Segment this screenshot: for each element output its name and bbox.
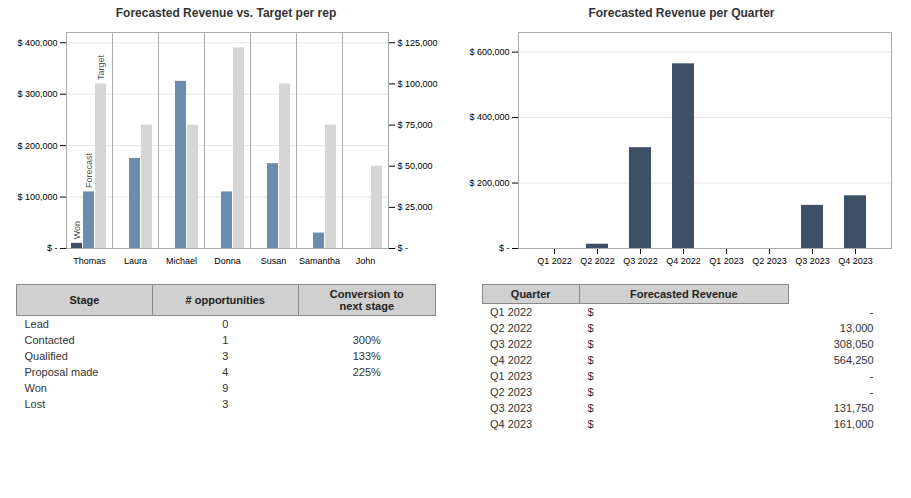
html-text:Quarter: Quarter (510, 288, 551, 300)
html-text:Qualified: Qualified (24, 350, 68, 362)
svg-text:Q1 2022: Q1 2022 (537, 256, 572, 266)
svg-text:$ 400,000: $ 400,000 (17, 38, 57, 48)
svg-text:$ -: $ - (398, 243, 409, 253)
svg-text:$ -: $ - (47, 243, 58, 253)
html-text:161,000: 161,000 (833, 418, 874, 430)
svg-text:Q3 2022: Q3 2022 (623, 256, 658, 266)
svg-text:Samantha: Samantha (299, 256, 340, 266)
html-text:0: 0 (222, 318, 229, 330)
html-text:300%: 300% (352, 334, 381, 346)
html-text:Forecasted Revenue vs. Target: Forecasted Revenue vs. Target per rep (115, 6, 337, 20)
html-text:Q4 2022: Q4 2022 (490, 354, 533, 366)
html-text:133%: 133% (352, 350, 381, 362)
svg-text:$ 200,000: $ 200,000 (17, 141, 57, 151)
svg-text:$ 100,000: $ 100,000 (398, 79, 438, 89)
html-text:Lead: Lead (24, 318, 49, 330)
html-text:Q1 2023: Q1 2023 (490, 370, 533, 382)
html-text:Forecasted Revenue: Forecasted Revenue (630, 288, 738, 300)
html-text:4: 4 (222, 366, 229, 378)
svg-text:Forecast: Forecast (84, 152, 94, 188)
svg-text:John: John (356, 256, 376, 266)
html-text:Q3 2023: Q3 2023 (490, 402, 533, 414)
html-text:Lost: Lost (24, 398, 46, 410)
html-text:Forecasted Revenue per Quarter: Forecasted Revenue per Quarter (588, 6, 775, 20)
svg-text:$ 25,000: $ 25,000 (398, 202, 433, 212)
html-text:9: 9 (222, 382, 229, 394)
html-text:Q3 2022: Q3 2022 (490, 338, 533, 350)
svg-text:Won: Won (72, 221, 82, 239)
svg-text:$ 125,000: $ 125,000 (398, 38, 438, 48)
svg-text:Q3 2023: Q3 2023 (795, 256, 830, 266)
svg-text:$ 600,000: $ 600,000 (469, 47, 509, 57)
html-text:308,050: 308,050 (833, 338, 874, 350)
html-text:Q4 2023: Q4 2023 (490, 418, 533, 430)
html-text:Q1 2022: Q1 2022 (490, 306, 533, 318)
html-text:3: 3 (222, 398, 229, 410)
html-text:# opportunities: # opportunities (185, 294, 265, 306)
svg-text:$ 100,000: $ 100,000 (17, 192, 57, 202)
svg-text:$ 300,000: $ 300,000 (17, 89, 57, 99)
html-text:131,750: 131,750 (833, 402, 874, 414)
svg-text:Q1 2023: Q1 2023 (709, 256, 744, 266)
html-text:Conversion to next stage: Conversion to next stage (329, 288, 404, 312)
svg-text:Q4 2022: Q4 2022 (666, 256, 701, 266)
html-text:564,250: 564,250 (833, 354, 874, 366)
svg-text:$ -: $ - (499, 243, 510, 253)
svg-text:Thomas: Thomas (73, 256, 106, 266)
html-text:3: 3 (222, 350, 229, 362)
html-text:Q2 2022: Q2 2022 (490, 322, 533, 334)
html-text:Stage: Stage (69, 294, 100, 306)
svg-text:Q2 2022: Q2 2022 (580, 256, 615, 266)
html-text:Contacted: Contacted (24, 334, 75, 346)
html-text:225%: 225% (352, 366, 381, 378)
svg-text:Q4 2023: Q4 2023 (838, 256, 873, 266)
svg-text:$ 75,000: $ 75,000 (398, 120, 433, 130)
svg-text:$ 200,000: $ 200,000 (469, 178, 509, 188)
svg-text:Q2 2023: Q2 2023 (752, 256, 787, 266)
html-text:13,000: 13,000 (839, 322, 874, 334)
svg-text:Susan: Susan (261, 256, 287, 266)
svg-text:$ 400,000: $ 400,000 (469, 112, 509, 122)
svg-text:Michael: Michael (166, 256, 197, 266)
svg-text:Target: Target (96, 54, 106, 80)
html-text:Proposal made: Proposal made (24, 366, 99, 378)
html-text:Won: Won (24, 382, 47, 394)
html-text:1: 1 (222, 334, 229, 346)
html-text:Q2 2023: Q2 2023 (490, 386, 533, 398)
svg-text:$ 50,000: $ 50,000 (398, 161, 433, 171)
svg-text:Donna: Donna (214, 256, 241, 266)
svg-text:Laura: Laura (124, 256, 147, 266)
